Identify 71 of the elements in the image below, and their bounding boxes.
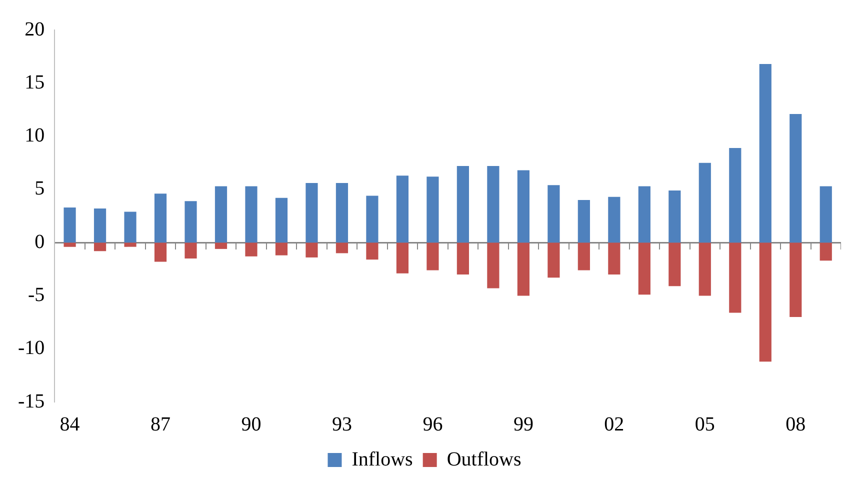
bar — [94, 242, 106, 252]
legend-label: Inflows — [352, 448, 414, 470]
bar — [426, 242, 439, 270]
bar — [336, 242, 348, 254]
bar — [759, 64, 772, 243]
x-tick-label: 08 — [786, 413, 806, 436]
y-tick-label: 10 — [24, 124, 45, 147]
bar — [336, 183, 348, 243]
legend-label: Outflows — [446, 448, 522, 470]
bar — [94, 208, 106, 243]
bar — [184, 242, 197, 259]
bar — [608, 196, 620, 243]
bar — [245, 186, 258, 243]
bar — [275, 242, 288, 256]
bar — [820, 186, 832, 243]
bar — [487, 242, 500, 288]
bar — [214, 242, 228, 249]
x-tick-label: 87 — [150, 413, 171, 436]
x-tick-label: 90 — [241, 413, 262, 436]
bar — [64, 242, 76, 247]
bar — [456, 242, 469, 274]
bar — [366, 242, 378, 260]
bar — [184, 201, 197, 243]
bar — [396, 176, 409, 243]
bar — [668, 190, 681, 243]
y-tick-label: -5 — [28, 284, 45, 306]
bar — [517, 170, 530, 243]
bar — [124, 212, 136, 243]
bar — [638, 186, 650, 243]
bar — [668, 242, 681, 286]
bar — [154, 194, 167, 243]
bar — [456, 166, 469, 243]
bar — [366, 196, 378, 243]
bar — [396, 242, 409, 274]
bar — [548, 242, 560, 278]
y-tick-label: -10 — [18, 337, 45, 360]
bar — [790, 114, 802, 243]
y-tick-label: 0 — [34, 230, 45, 253]
bar — [275, 198, 288, 243]
x-tick-label: 93 — [332, 413, 352, 436]
bar — [426, 176, 439, 243]
bar — [638, 242, 650, 295]
bar — [608, 242, 620, 274]
bar — [487, 166, 500, 243]
bar — [759, 242, 772, 362]
y-tick-label: 5 — [34, 178, 45, 200]
bar — [790, 242, 802, 317]
bar — [729, 242, 742, 313]
bar — [517, 242, 530, 296]
bar — [820, 242, 832, 261]
bar — [306, 183, 318, 243]
bar — [214, 186, 228, 243]
bar — [578, 242, 590, 270]
bar — [548, 185, 560, 243]
bar — [245, 242, 258, 256]
y-tick-label: 20 — [24, 18, 45, 40]
bar — [154, 242, 167, 262]
y-tick-label: -15 — [18, 390, 45, 412]
bar — [64, 207, 76, 243]
bar — [578, 200, 590, 243]
x-tick-label: 99 — [513, 413, 534, 436]
x-tick-label: 05 — [694, 413, 715, 436]
bar — [698, 242, 711, 296]
bar — [729, 148, 742, 243]
bar — [306, 242, 318, 258]
x-tick-label: 84 — [60, 413, 80, 436]
bar — [698, 162, 711, 243]
x-tick-label: 02 — [604, 413, 624, 436]
bar — [124, 242, 136, 247]
x-tick-label: 96 — [422, 413, 443, 436]
y-tick-label: 15 — [24, 71, 45, 94]
